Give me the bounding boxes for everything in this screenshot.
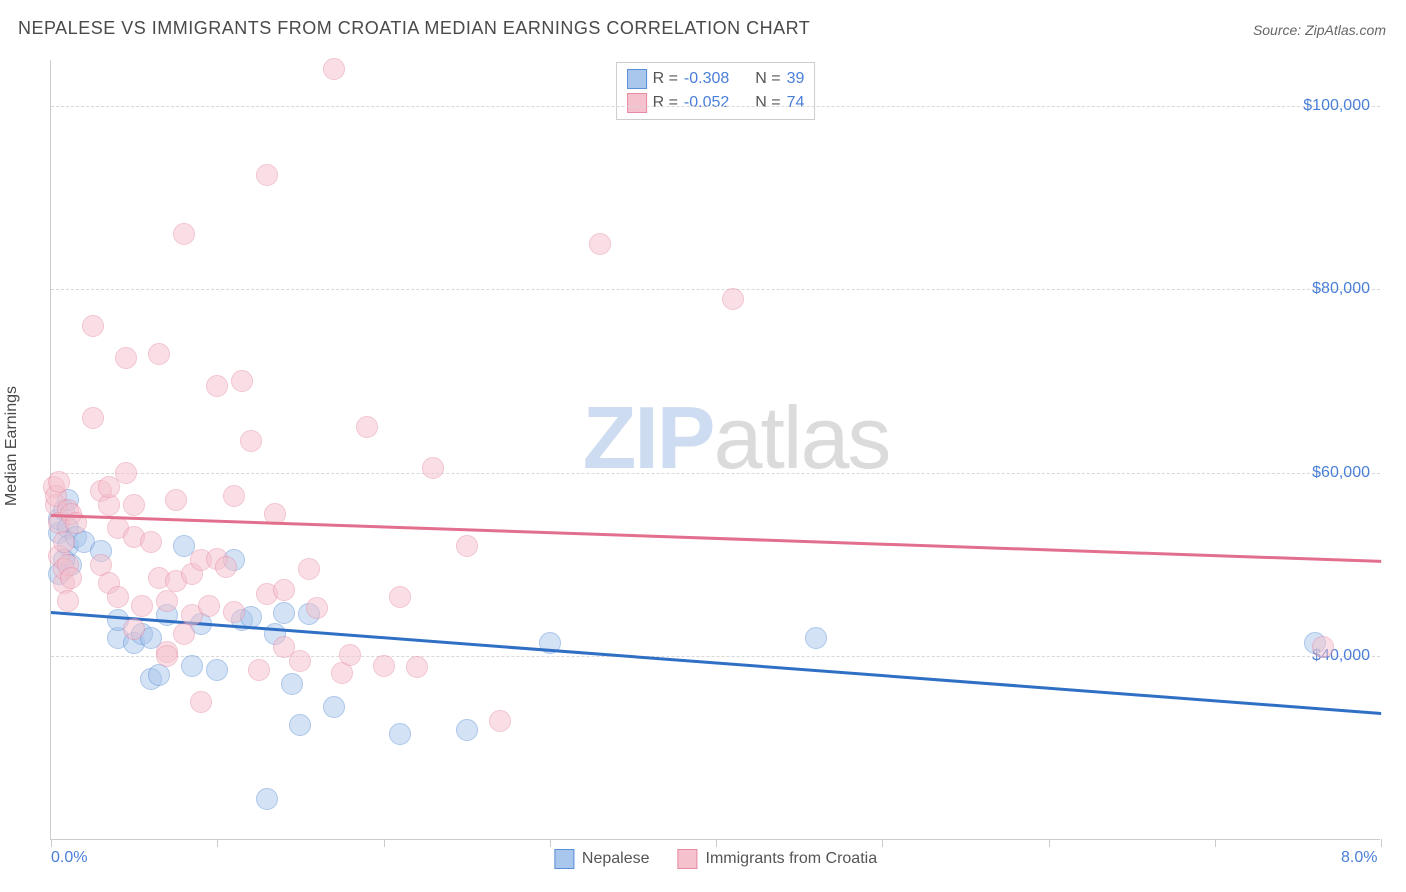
scatter-point (156, 590, 178, 612)
plot-area: ZIPatlas R =-0.308N =39R =-0.052N =74 Ne… (50, 60, 1380, 840)
scatter-point (273, 579, 295, 601)
scatter-point (805, 627, 827, 649)
source-attribution: Source: ZipAtlas.com (1253, 22, 1386, 38)
scatter-point (1312, 636, 1334, 658)
scatter-point (223, 485, 245, 507)
scatter-point (131, 595, 153, 617)
scatter-point (206, 659, 228, 681)
y-tick-label: $60,000 (1312, 464, 1370, 482)
legend-r-label: R = (653, 94, 678, 112)
scatter-point (48, 471, 70, 493)
scatter-point (181, 655, 203, 677)
scatter-point (53, 531, 75, 553)
legend-row: R = -0.308 N = 39 (627, 67, 805, 91)
scatter-point (281, 673, 303, 695)
scatter-point (248, 659, 270, 681)
legend-swatch (627, 93, 647, 113)
legend-n-label: N = (755, 70, 780, 88)
scatter-point (223, 601, 245, 623)
gridline (51, 289, 1380, 290)
scatter-point (82, 407, 104, 429)
scatter-point (82, 315, 104, 337)
legend-swatch (678, 849, 698, 869)
x-tick (1215, 839, 1216, 847)
legend-n-value: 39 (787, 70, 805, 88)
legend-r-label: R = (653, 70, 678, 88)
scatter-point (60, 567, 82, 589)
x-tick (882, 839, 883, 847)
scatter-point (165, 489, 187, 511)
x-tick (1049, 839, 1050, 847)
scatter-point (489, 710, 511, 732)
y-tick-label: $80,000 (1312, 280, 1370, 298)
scatter-point (231, 370, 253, 392)
trend-line (51, 514, 1381, 562)
scatter-point (190, 691, 212, 713)
scatter-point (140, 531, 162, 553)
scatter-point (123, 618, 145, 640)
scatter-point (406, 656, 428, 678)
scatter-point (256, 164, 278, 186)
scatter-point (323, 58, 345, 80)
scatter-point (123, 494, 145, 516)
x-tick (716, 839, 717, 847)
x-tick-label: 0.0% (51, 849, 87, 867)
gridline (51, 473, 1380, 474)
scatter-point (206, 375, 228, 397)
scatter-point (289, 650, 311, 672)
scatter-point (356, 416, 378, 438)
legend-r-value: -0.308 (684, 70, 729, 88)
x-tick (1381, 839, 1382, 847)
scatter-point (115, 347, 137, 369)
legend-n-value: 74 (787, 94, 805, 112)
scatter-point (422, 457, 444, 479)
legend-row: R = -0.052 N = 74 (627, 91, 805, 115)
gridline (51, 106, 1380, 107)
x-tick-label: 8.0% (1341, 849, 1377, 867)
x-tick (550, 839, 551, 847)
scatter-point (240, 430, 262, 452)
scatter-point (339, 644, 361, 666)
series-legend-item: Immigrants from Croatia (678, 849, 878, 869)
scatter-point (256, 788, 278, 810)
series-legend: Nepalese Immigrants from Croatia (554, 849, 877, 869)
correlation-legend: R = -0.308 N = 39 R = -0.052 N = 74 (616, 62, 816, 120)
y-axis-label: Median Earnings (3, 386, 21, 506)
scatter-point (722, 288, 744, 310)
y-tick-label: $100,000 (1303, 97, 1370, 115)
series-legend-label: Nepalese (582, 850, 650, 868)
scatter-point (389, 723, 411, 745)
legend-swatch (554, 849, 574, 869)
series-legend-label: Immigrants from Croatia (706, 850, 878, 868)
scatter-point (373, 655, 395, 677)
scatter-point (298, 558, 320, 580)
scatter-point (173, 223, 195, 245)
x-tick (384, 839, 385, 847)
scatter-point (198, 595, 220, 617)
chart-title: NEPALESE VS IMMIGRANTS FROM CROATIA MEDI… (18, 18, 810, 39)
scatter-point (273, 602, 295, 624)
x-tick (217, 839, 218, 847)
scatter-point (148, 343, 170, 365)
scatter-point (107, 586, 129, 608)
scatter-point (306, 597, 328, 619)
scatter-point (156, 645, 178, 667)
scatter-point (289, 714, 311, 736)
gridline (51, 656, 1380, 657)
scatter-point (456, 535, 478, 557)
legend-n-label: N = (755, 94, 780, 112)
scatter-point (389, 586, 411, 608)
series-legend-item: Nepalese (554, 849, 650, 869)
scatter-point (323, 696, 345, 718)
legend-r-value: -0.052 (684, 94, 729, 112)
scatter-point (215, 556, 237, 578)
scatter-point (456, 719, 478, 741)
scatter-point (115, 462, 137, 484)
x-tick (51, 839, 52, 847)
legend-swatch (627, 69, 647, 89)
scatter-point (57, 590, 79, 612)
scatter-point (589, 233, 611, 255)
